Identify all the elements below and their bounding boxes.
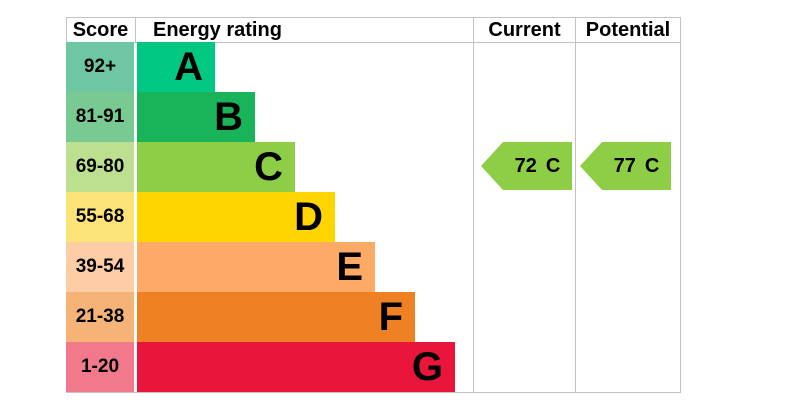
current-rating-band: C [545, 154, 561, 177]
band-bar-b: B [137, 92, 255, 142]
band-bar-f: F [137, 292, 415, 342]
score-column-header: Score [72, 19, 129, 41]
band-bar-e: E [137, 242, 375, 292]
band-row-f: 21-38 F [0, 292, 787, 342]
band-row-b: 81-91 B [0, 92, 787, 142]
band-letter-f: F [378, 295, 403, 339]
grid-line-score-divider [135, 17, 136, 42]
score-range-c: 69-80 [66, 142, 134, 192]
grid-line-potential-divider [575, 17, 576, 392]
band-bar-d: D [137, 192, 335, 242]
grid-line-right [680, 17, 681, 392]
band-bar-a: A [137, 42, 215, 92]
score-range-g: 1-20 [66, 342, 134, 392]
current-column-header: Current [488, 19, 561, 41]
score-range-e: 39-54 [66, 242, 134, 292]
grid-line-top [66, 17, 681, 18]
potential-rating-value: 77 [613, 154, 636, 177]
score-range-a: 92+ [66, 42, 134, 92]
band-letter-g: G [411, 345, 443, 389]
grid-line-left [66, 17, 67, 42]
current-rating-value: 72 [514, 154, 537, 177]
band-letter-a: A [174, 45, 203, 89]
energy-rating-column-header: Energy rating [153, 19, 282, 41]
band-row-g: 1-20 G [0, 342, 787, 392]
current-arrow-point-icon [481, 142, 503, 190]
score-range-d: 55-68 [66, 192, 134, 242]
grid-line-header-bottom [66, 42, 681, 43]
band-letter-e: E [336, 245, 363, 289]
grid-line-bottom [66, 392, 681, 393]
band-row-e: 39-54 E [0, 242, 787, 292]
potential-arrow-point-icon [580, 142, 602, 190]
grid-line-current-divider [473, 17, 474, 392]
band-letter-b: B [214, 95, 243, 139]
potential-rating-arrow: 77 C [580, 142, 671, 190]
band-row-a: 92+ A [0, 42, 787, 92]
band-letter-c: C [254, 145, 283, 189]
band-letter-d: D [294, 195, 323, 239]
band-row-d: 55-68 D [0, 192, 787, 242]
potential-rating-band: C [644, 154, 660, 177]
score-range-b: 81-91 [66, 92, 134, 142]
current-rating-arrow: 72 C [481, 142, 572, 190]
band-bar-c: C [137, 142, 295, 192]
band-row-c: 69-80 C [0, 142, 787, 192]
band-bar-g: G [137, 342, 455, 392]
score-range-f: 21-38 [66, 292, 134, 342]
potential-column-header: Potential [585, 19, 671, 41]
